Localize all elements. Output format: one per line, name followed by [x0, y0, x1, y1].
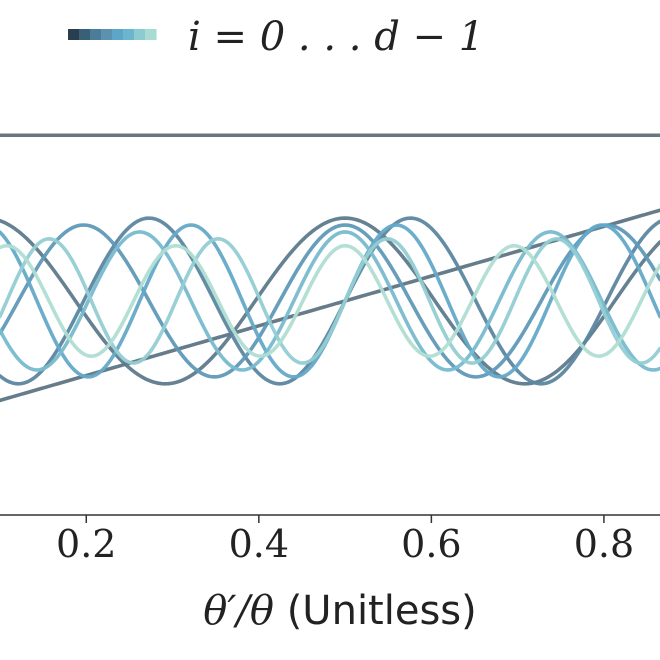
x-tick-label: 0.2: [56, 522, 116, 566]
x-tick-label: 0.6: [401, 522, 461, 566]
legend-swatch-cell: [112, 29, 124, 40]
legend-label: i = 0 . . . d − 1: [188, 14, 484, 60]
x-axis-label: θ′/θ (Unitless): [203, 588, 477, 634]
legend-swatch-cell: [79, 29, 91, 40]
legend: i = 0 . . . d − 1: [68, 14, 484, 60]
legend-swatch-cell: [145, 29, 157, 40]
legend-swatch-cell: [68, 29, 80, 40]
series-line: [0, 230, 660, 372]
x-axis-label-unit: (Unitless): [287, 588, 477, 634]
x-tick-label: 0.4: [229, 522, 289, 566]
series-layer: [0, 133, 660, 403]
x-axis-label-symbol: θ′/θ: [203, 588, 274, 634]
legend-swatch-cell: [90, 29, 102, 40]
series-line: [0, 216, 660, 386]
legend-swatch-cell: [123, 29, 135, 40]
legend-swatch-cell: [101, 29, 113, 40]
x-tick-label: 0.8: [574, 522, 634, 566]
series-line: [0, 243, 660, 358]
legend-swatch-cell: [134, 29, 146, 40]
x-axis-ticks: 0.2 0.4 0.6 0.8: [56, 515, 634, 566]
series-line: [0, 216, 660, 386]
legend-colormap-swatch: [68, 29, 157, 40]
series-line: [0, 237, 660, 365]
